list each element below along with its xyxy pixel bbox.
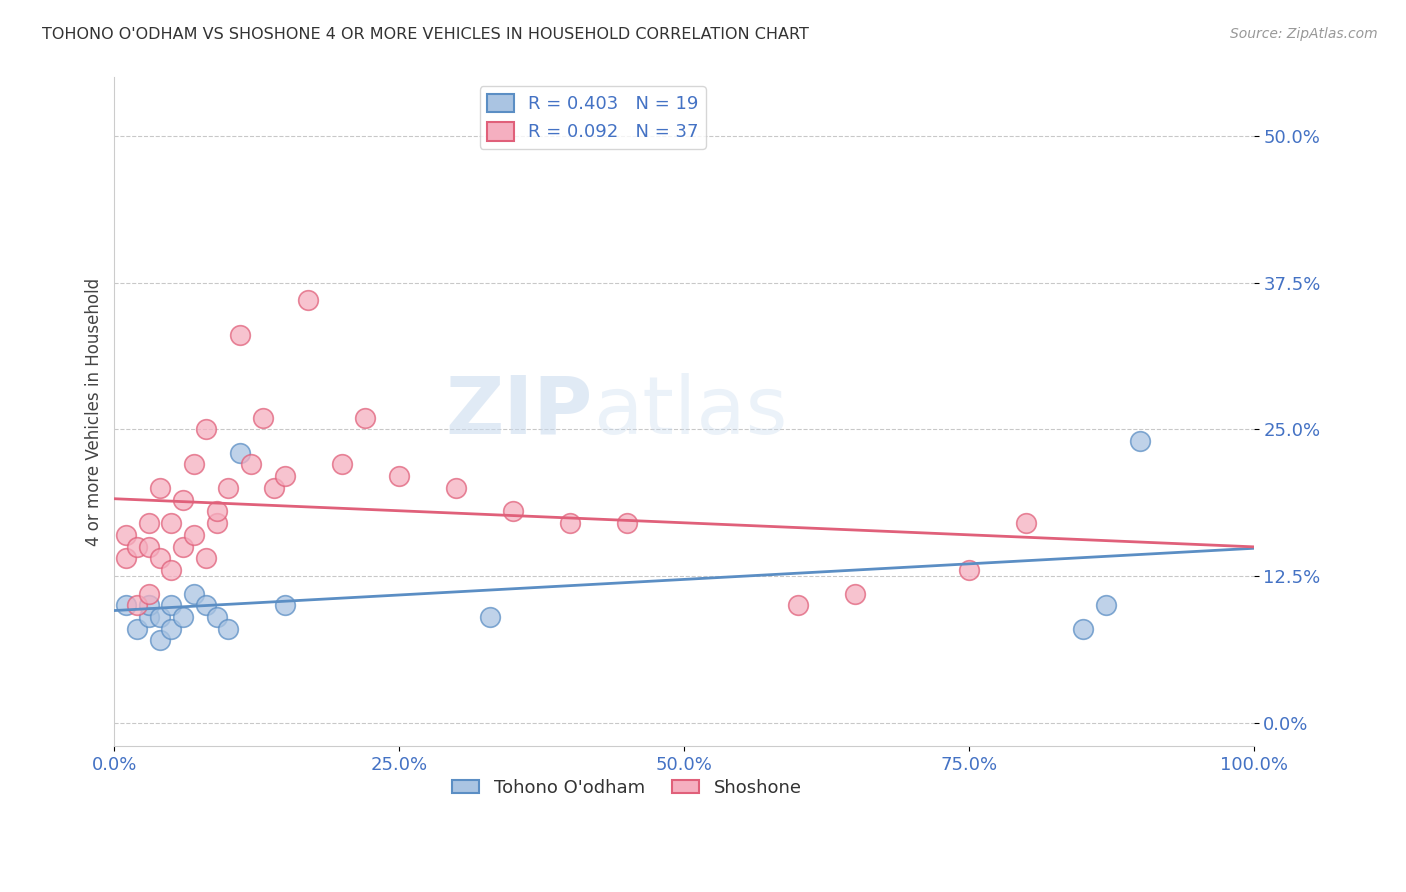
Point: [160, 599, 183, 613]
Point: [149, 551, 172, 566]
Point: [194, 551, 217, 566]
Point: [149, 481, 172, 495]
Point: [1129, 434, 1152, 448]
Legend: Tohono O'odham, Shoshone: Tohono O'odham, Shoshone: [446, 772, 808, 804]
Point: [330, 458, 353, 472]
Y-axis label: 4 or more Vehicles in Household: 4 or more Vehicles in Household: [86, 277, 103, 546]
Point: [205, 610, 228, 624]
Point: [502, 504, 524, 518]
Point: [228, 446, 250, 460]
Text: TOHONO O'ODHAM VS SHOSHONE 4 OR MORE VEHICLES IN HOUSEHOLD CORRELATION CHART: TOHONO O'ODHAM VS SHOSHONE 4 OR MORE VEH…: [42, 27, 808, 42]
Text: ZIP: ZIP: [446, 373, 593, 450]
Point: [114, 528, 136, 542]
Point: [149, 610, 172, 624]
Point: [172, 492, 194, 507]
Point: [274, 599, 297, 613]
Point: [240, 458, 263, 472]
Point: [297, 293, 319, 308]
Point: [354, 410, 377, 425]
Point: [138, 610, 160, 624]
Point: [217, 481, 239, 495]
Point: [263, 481, 285, 495]
Point: [138, 540, 160, 554]
Point: [844, 586, 866, 600]
Point: [1071, 622, 1094, 636]
Point: [228, 328, 250, 343]
Point: [127, 599, 149, 613]
Point: [183, 528, 205, 542]
Point: [787, 599, 810, 613]
Point: [194, 599, 217, 613]
Point: [616, 516, 638, 530]
Text: atlas: atlas: [593, 373, 787, 450]
Point: [205, 504, 228, 518]
Point: [114, 599, 136, 613]
Point: [444, 481, 467, 495]
Point: [172, 610, 194, 624]
Point: [479, 610, 502, 624]
Point: [138, 516, 160, 530]
Point: [183, 458, 205, 472]
Point: [160, 516, 183, 530]
Point: [138, 586, 160, 600]
Point: [252, 410, 274, 425]
Text: Source: ZipAtlas.com: Source: ZipAtlas.com: [1230, 27, 1378, 41]
Point: [138, 599, 160, 613]
Point: [558, 516, 581, 530]
Point: [172, 540, 194, 554]
Point: [183, 586, 205, 600]
Point: [217, 622, 239, 636]
Point: [160, 622, 183, 636]
Point: [1094, 599, 1116, 613]
Point: [127, 622, 149, 636]
Point: [1015, 516, 1038, 530]
Point: [388, 469, 411, 483]
Point: [274, 469, 297, 483]
Point: [194, 422, 217, 436]
Point: [127, 540, 149, 554]
Point: [957, 563, 980, 577]
Point: [149, 633, 172, 648]
Point: [114, 551, 136, 566]
Point: [160, 563, 183, 577]
Point: [205, 516, 228, 530]
